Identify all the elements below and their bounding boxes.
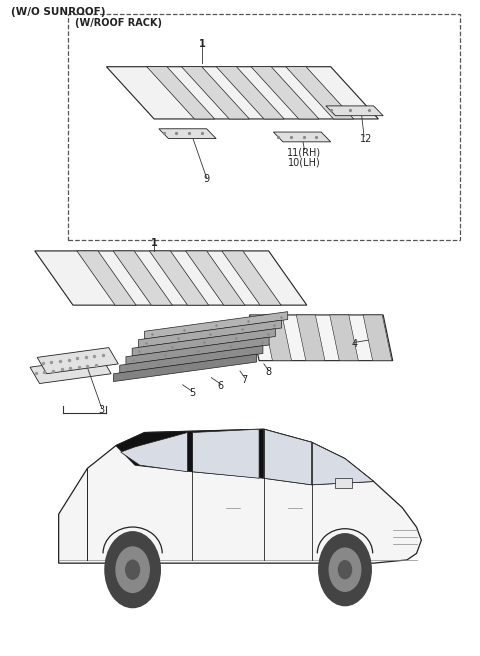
Polygon shape [330, 315, 359, 361]
Circle shape [105, 532, 160, 607]
Text: 7: 7 [241, 375, 248, 384]
Polygon shape [113, 251, 172, 305]
Polygon shape [181, 67, 250, 119]
Text: 10(LH): 10(LH) [288, 157, 321, 167]
Polygon shape [312, 442, 373, 485]
Circle shape [116, 547, 149, 592]
Text: 1: 1 [151, 238, 157, 248]
Polygon shape [132, 329, 276, 356]
Polygon shape [274, 132, 331, 142]
Polygon shape [216, 67, 284, 119]
Polygon shape [138, 320, 281, 348]
Text: (W/O SUNROOF): (W/O SUNROOF) [11, 7, 106, 16]
Polygon shape [144, 312, 288, 339]
Polygon shape [263, 315, 291, 361]
Polygon shape [77, 251, 136, 305]
Polygon shape [264, 429, 312, 485]
Text: (W/ROOF RACK): (W/ROOF RACK) [75, 18, 162, 28]
Polygon shape [126, 337, 269, 365]
Polygon shape [35, 251, 307, 305]
Polygon shape [107, 67, 378, 119]
Polygon shape [222, 251, 281, 305]
Polygon shape [186, 251, 245, 305]
Polygon shape [159, 129, 216, 138]
Text: 12: 12 [360, 134, 372, 144]
Polygon shape [120, 432, 188, 472]
Polygon shape [251, 67, 319, 119]
Polygon shape [286, 67, 354, 119]
Text: 11(RH): 11(RH) [288, 148, 322, 158]
Circle shape [329, 548, 361, 591]
Polygon shape [363, 315, 392, 361]
Text: 4: 4 [351, 339, 358, 350]
Polygon shape [296, 315, 325, 361]
Text: 9: 9 [204, 174, 210, 184]
Polygon shape [37, 348, 118, 374]
Circle shape [338, 561, 351, 579]
Polygon shape [59, 429, 421, 563]
Polygon shape [250, 315, 393, 361]
Polygon shape [149, 251, 209, 305]
Text: 5: 5 [189, 388, 195, 398]
Text: 1: 1 [198, 39, 205, 49]
Text: 6: 6 [218, 381, 224, 391]
Polygon shape [116, 429, 373, 485]
Polygon shape [192, 429, 259, 478]
Text: 8: 8 [265, 367, 272, 377]
Polygon shape [30, 358, 111, 384]
Polygon shape [114, 354, 257, 382]
Polygon shape [120, 346, 263, 373]
Circle shape [126, 560, 140, 579]
Text: 3: 3 [98, 405, 105, 415]
Polygon shape [326, 106, 383, 115]
Polygon shape [147, 67, 215, 119]
Polygon shape [336, 478, 352, 488]
Circle shape [319, 534, 371, 605]
